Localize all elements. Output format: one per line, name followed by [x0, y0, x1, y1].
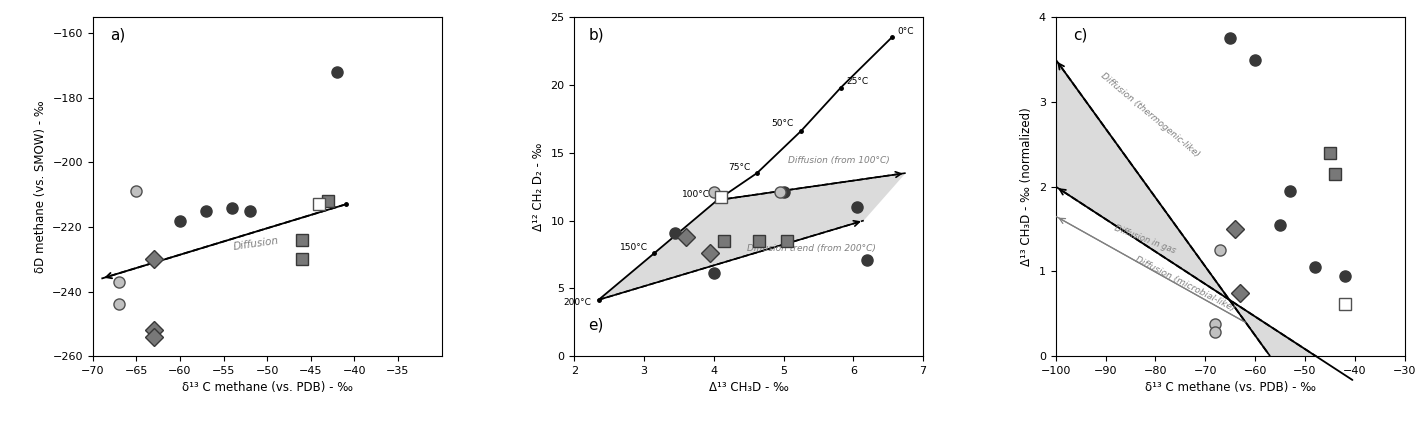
- X-axis label: δ¹³ C methane (vs. PDB) - ‰: δ¹³ C methane (vs. PDB) - ‰: [181, 381, 352, 394]
- Text: Diffusion (thermogenic-like): Diffusion (thermogenic-like): [1099, 71, 1202, 159]
- Text: c): c): [1074, 27, 1088, 42]
- Text: Diffusion trend (from 200°C): Diffusion trend (from 200°C): [747, 244, 876, 253]
- Text: b): b): [588, 27, 603, 42]
- Polygon shape: [1055, 60, 1355, 381]
- Text: 75°C: 75°C: [727, 163, 750, 172]
- Text: Diffusion (microbial-like): Diffusion (microbial-like): [1134, 255, 1236, 313]
- X-axis label: δ¹³ C methane (vs. PDB) - ‰: δ¹³ C methane (vs. PDB) - ‰: [1145, 381, 1316, 394]
- Text: Diffusion: Diffusion: [232, 235, 279, 251]
- Polygon shape: [599, 173, 906, 300]
- Text: e): e): [588, 317, 603, 332]
- Text: Diffusion in gas: Diffusion in gas: [1114, 224, 1178, 255]
- Text: 150°C: 150°C: [619, 243, 647, 252]
- Text: Diffusion (from 100°C): Diffusion (from 100°C): [789, 156, 890, 165]
- Y-axis label: δD methane (vs. SMOW) - ‰: δD methane (vs. SMOW) - ‰: [34, 100, 47, 273]
- Text: 25°C: 25°C: [847, 77, 868, 86]
- Text: 100°C: 100°C: [682, 190, 710, 199]
- Y-axis label: Δ¹³ CH₃D - ‰ (normalized): Δ¹³ CH₃D - ‰ (normalized): [1020, 107, 1034, 266]
- Y-axis label: Δ¹² CH₂ D₂ - ‰: Δ¹² CH₂ D₂ - ‰: [532, 142, 545, 231]
- Text: 0°C: 0°C: [897, 27, 914, 36]
- Text: a): a): [110, 27, 125, 42]
- Text: 50°C: 50°C: [771, 119, 794, 128]
- X-axis label: Δ¹³ CH₃D - ‰: Δ¹³ CH₃D - ‰: [709, 381, 789, 394]
- Text: 200°C: 200°C: [563, 298, 592, 307]
